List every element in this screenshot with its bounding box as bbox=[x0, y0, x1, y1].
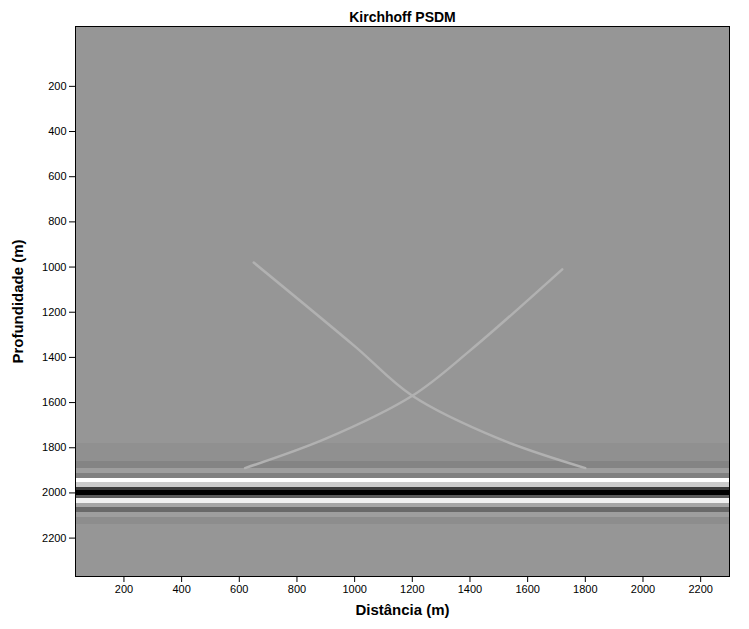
svg-text:1400: 1400 bbox=[458, 583, 482, 595]
svg-text:200: 200 bbox=[115, 583, 133, 595]
svg-text:1800: 1800 bbox=[42, 441, 66, 453]
svg-text:1600: 1600 bbox=[515, 583, 539, 595]
svg-text:1000: 1000 bbox=[42, 261, 66, 273]
svg-text:1800: 1800 bbox=[573, 583, 597, 595]
svg-text:Distância (m): Distância (m) bbox=[355, 601, 449, 618]
svg-text:2200: 2200 bbox=[688, 583, 712, 595]
svg-text:600: 600 bbox=[230, 583, 248, 595]
svg-text:Profundidade (m): Profundidade (m) bbox=[9, 239, 26, 363]
svg-text:600: 600 bbox=[48, 170, 66, 182]
svg-text:1000: 1000 bbox=[342, 583, 366, 595]
svg-text:200: 200 bbox=[48, 80, 66, 92]
svg-text:1600: 1600 bbox=[42, 396, 66, 408]
svg-text:800: 800 bbox=[48, 215, 66, 227]
svg-text:800: 800 bbox=[288, 583, 306, 595]
svg-text:1400: 1400 bbox=[42, 351, 66, 363]
svg-text:2000: 2000 bbox=[631, 583, 655, 595]
svg-text:2200: 2200 bbox=[42, 532, 66, 544]
svg-text:400: 400 bbox=[48, 125, 66, 137]
svg-text:1200: 1200 bbox=[400, 583, 424, 595]
svg-text:2000: 2000 bbox=[42, 486, 66, 498]
svg-text:1200: 1200 bbox=[42, 306, 66, 318]
svg-text:Kirchhoff PSDM: Kirchhoff PSDM bbox=[349, 9, 456, 25]
svg-text:400: 400 bbox=[172, 583, 190, 595]
